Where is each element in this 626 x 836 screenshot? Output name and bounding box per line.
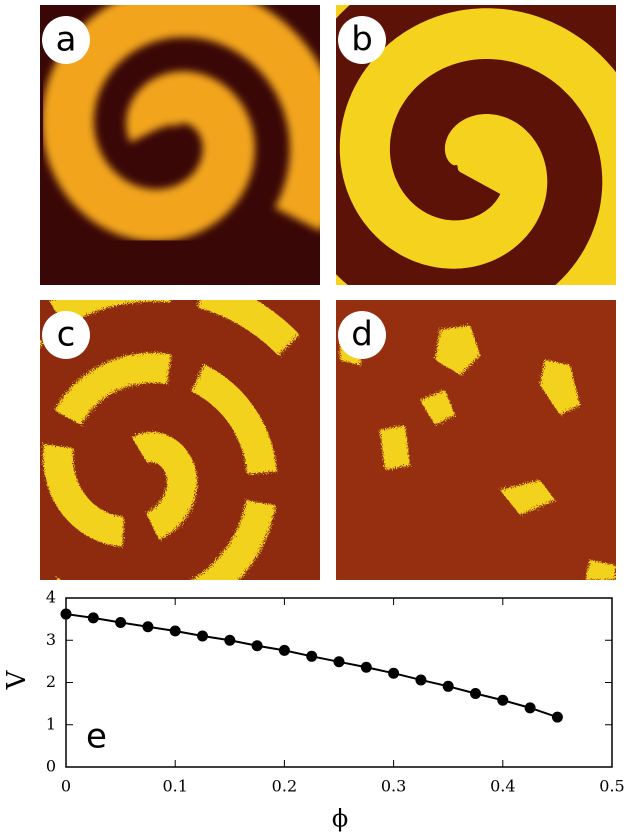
data-point: [497, 695, 508, 706]
y-tick-label: 0: [46, 757, 56, 776]
y-axis-label: V: [2, 669, 32, 690]
data-point: [361, 662, 372, 673]
panel-label: e: [86, 717, 107, 757]
x-tick-label: 0.2: [272, 777, 297, 796]
figure: e V ϕ a b c d 0 1 2 3 4 0 0.1 0.2 0.3 0.4 0.5: [0, 0, 626, 836]
data-point: [552, 712, 563, 723]
x-tick-label: 0.5: [599, 777, 624, 796]
data-point: [388, 668, 399, 679]
panel-label: a: [56, 20, 77, 60]
y-tick-label: 4: [46, 588, 56, 607]
panel-label: b: [351, 20, 373, 60]
x-tick-label: 0.3: [381, 777, 406, 796]
x-tick-label: 0.1: [162, 777, 187, 796]
data-point: [525, 702, 536, 713]
data-line: [66, 614, 557, 717]
data-point: [279, 645, 290, 656]
data-point: [443, 681, 454, 692]
data-point: [415, 674, 426, 685]
data-point: [115, 617, 126, 628]
data-point: [334, 656, 345, 667]
data-point: [170, 625, 181, 636]
panel-label: d: [351, 315, 373, 355]
y-tick-label: 3: [46, 630, 56, 649]
data-point: [470, 688, 481, 699]
data-point: [197, 631, 208, 642]
x-tick-label: 0.4: [490, 777, 515, 796]
chart-e: e V ϕ: [2, 598, 612, 833]
x-axis-label: ϕ: [332, 805, 348, 833]
data-point: [224, 635, 235, 646]
y-tick-label: 2: [46, 672, 56, 691]
data-point: [142, 621, 153, 632]
data-point: [61, 609, 72, 620]
data-point: [306, 651, 317, 662]
y-tick-label: 1: [46, 714, 56, 733]
data-point: [88, 612, 99, 623]
x-tick-label: 0: [61, 777, 71, 796]
panel-label: c: [57, 315, 76, 355]
data-point: [252, 640, 263, 651]
